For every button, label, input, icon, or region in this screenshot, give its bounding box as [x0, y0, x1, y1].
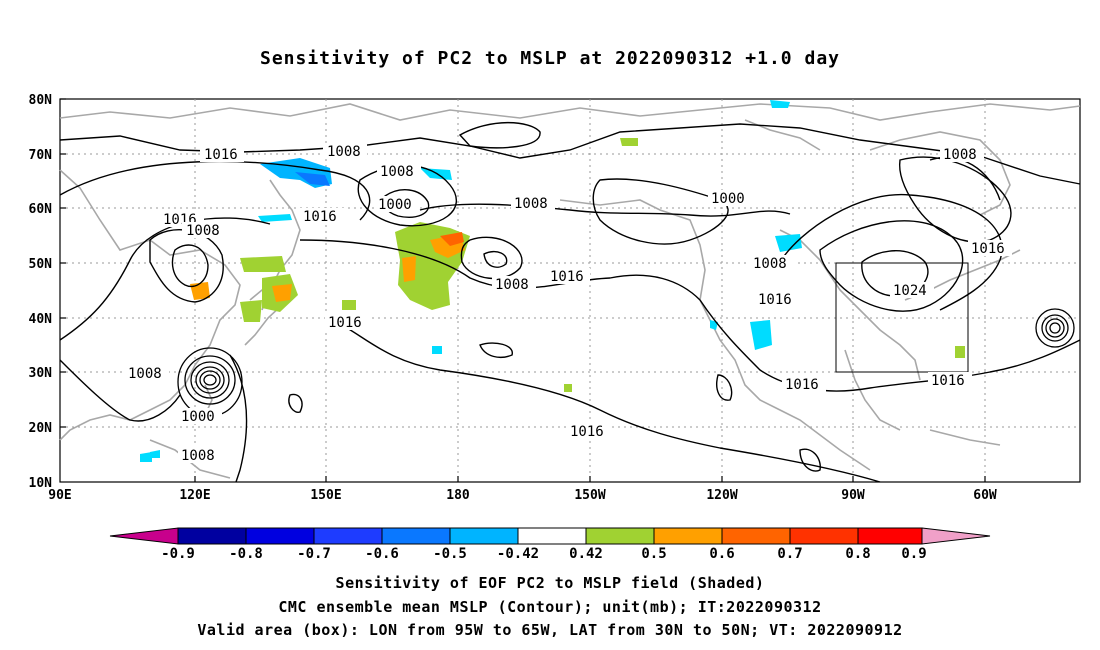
colorbar-swatch	[449, 527, 519, 545]
colorbar-swatch	[789, 527, 859, 545]
lat-label: 30N	[29, 366, 53, 381]
contour-label: 1016	[758, 292, 792, 308]
contour-label: 1008	[327, 144, 361, 160]
lat-label: 60N	[29, 202, 53, 217]
caption-valid-area: Valid area (box): LON from 95W to 65W, L…	[197, 621, 903, 639]
lat-label: 40N	[29, 312, 53, 327]
lat-label: 80N	[29, 93, 53, 108]
lon-label: 150E	[310, 488, 341, 503]
colorbar-label: 0.9	[901, 546, 926, 562]
colorbar-swatch	[721, 527, 791, 545]
colorbar-label: -0.42	[497, 546, 539, 562]
contour-label: 1016	[328, 315, 362, 331]
sensitivity-shading	[140, 100, 965, 462]
contour-label: 1008	[186, 223, 220, 239]
valid-area-box	[835, 262, 969, 373]
contour-label: 1016	[931, 373, 965, 389]
colorbar-swatch	[653, 527, 723, 545]
lat-label: 70N	[29, 148, 53, 163]
colorbar-label: -0.6	[365, 546, 399, 562]
contour-label: 1008	[380, 164, 414, 180]
contour-label: 1016	[971, 241, 1005, 257]
colorbar-min-triangle	[109, 527, 179, 545]
contour-label: 1008	[128, 366, 162, 382]
colorbar-label: 0.5	[641, 546, 666, 562]
colorbar-max-triangle	[921, 527, 991, 545]
atlantic-low-contours	[1035, 308, 1075, 348]
colorbar-label: -0.5	[433, 546, 467, 562]
contour-label: 1024	[893, 283, 927, 299]
colorbar	[109, 527, 991, 545]
lon-label: 90W	[841, 488, 865, 503]
lon-label: 120W	[706, 488, 737, 503]
contour-label: 1016	[303, 209, 337, 225]
lat-label: 20N	[29, 421, 53, 436]
coastlines	[59, 103, 1081, 479]
contour-label: 1008	[495, 277, 529, 293]
contour-label: 1008	[943, 147, 977, 163]
contour-label: 1000	[711, 191, 745, 207]
mslp-contours	[59, 121, 1081, 483]
contour-label: 1016	[550, 269, 584, 285]
colorbar-label: -0.8	[229, 546, 263, 562]
colorbar-label: 0.7	[777, 546, 802, 562]
contour-label: 1016	[785, 377, 819, 393]
colorbar-swatch	[857, 527, 923, 545]
lat-label: 10N	[29, 476, 53, 491]
map-title: Sensitivity of PC2 to MSLP at 2022090312…	[259, 48, 840, 69]
contour-label: 1008	[181, 448, 215, 464]
contour-label: 1008	[514, 196, 548, 212]
lat-label: 50N	[29, 257, 53, 272]
colorbar-swatch	[177, 527, 247, 545]
contour-label: 1000	[181, 409, 215, 425]
colorbar-label: 0.8	[845, 546, 870, 562]
caption-shading: Sensitivity of EOF PC2 to MSLP field (Sh…	[335, 574, 765, 592]
lon-label: 120E	[179, 488, 210, 503]
colorbar-label: 0.42	[569, 546, 603, 562]
caption-contour: CMC ensemble mean MSLP (Contour); unit(m…	[278, 598, 822, 616]
colorbar-swatch	[381, 527, 451, 545]
colorbar-swatch	[517, 527, 587, 545]
lon-label: 90E	[48, 488, 71, 503]
contour-label: 1008	[753, 256, 787, 272]
axis-ticks	[60, 98, 986, 482]
colorbar-swatch	[585, 527, 655, 545]
colorbar-swatch	[313, 527, 383, 545]
contour-label: 1000	[378, 197, 412, 213]
lon-label: 180	[446, 488, 470, 503]
contour-label: 1016	[570, 424, 604, 440]
contour-label: 1016	[204, 147, 238, 163]
colorbar-swatch	[245, 527, 315, 545]
lon-label: 60W	[973, 488, 997, 503]
colorbar-label: -0.7	[297, 546, 331, 562]
lon-label: 150W	[574, 488, 605, 503]
colorbar-label: 0.6	[709, 546, 734, 562]
colorbar-label: -0.9	[161, 546, 195, 562]
